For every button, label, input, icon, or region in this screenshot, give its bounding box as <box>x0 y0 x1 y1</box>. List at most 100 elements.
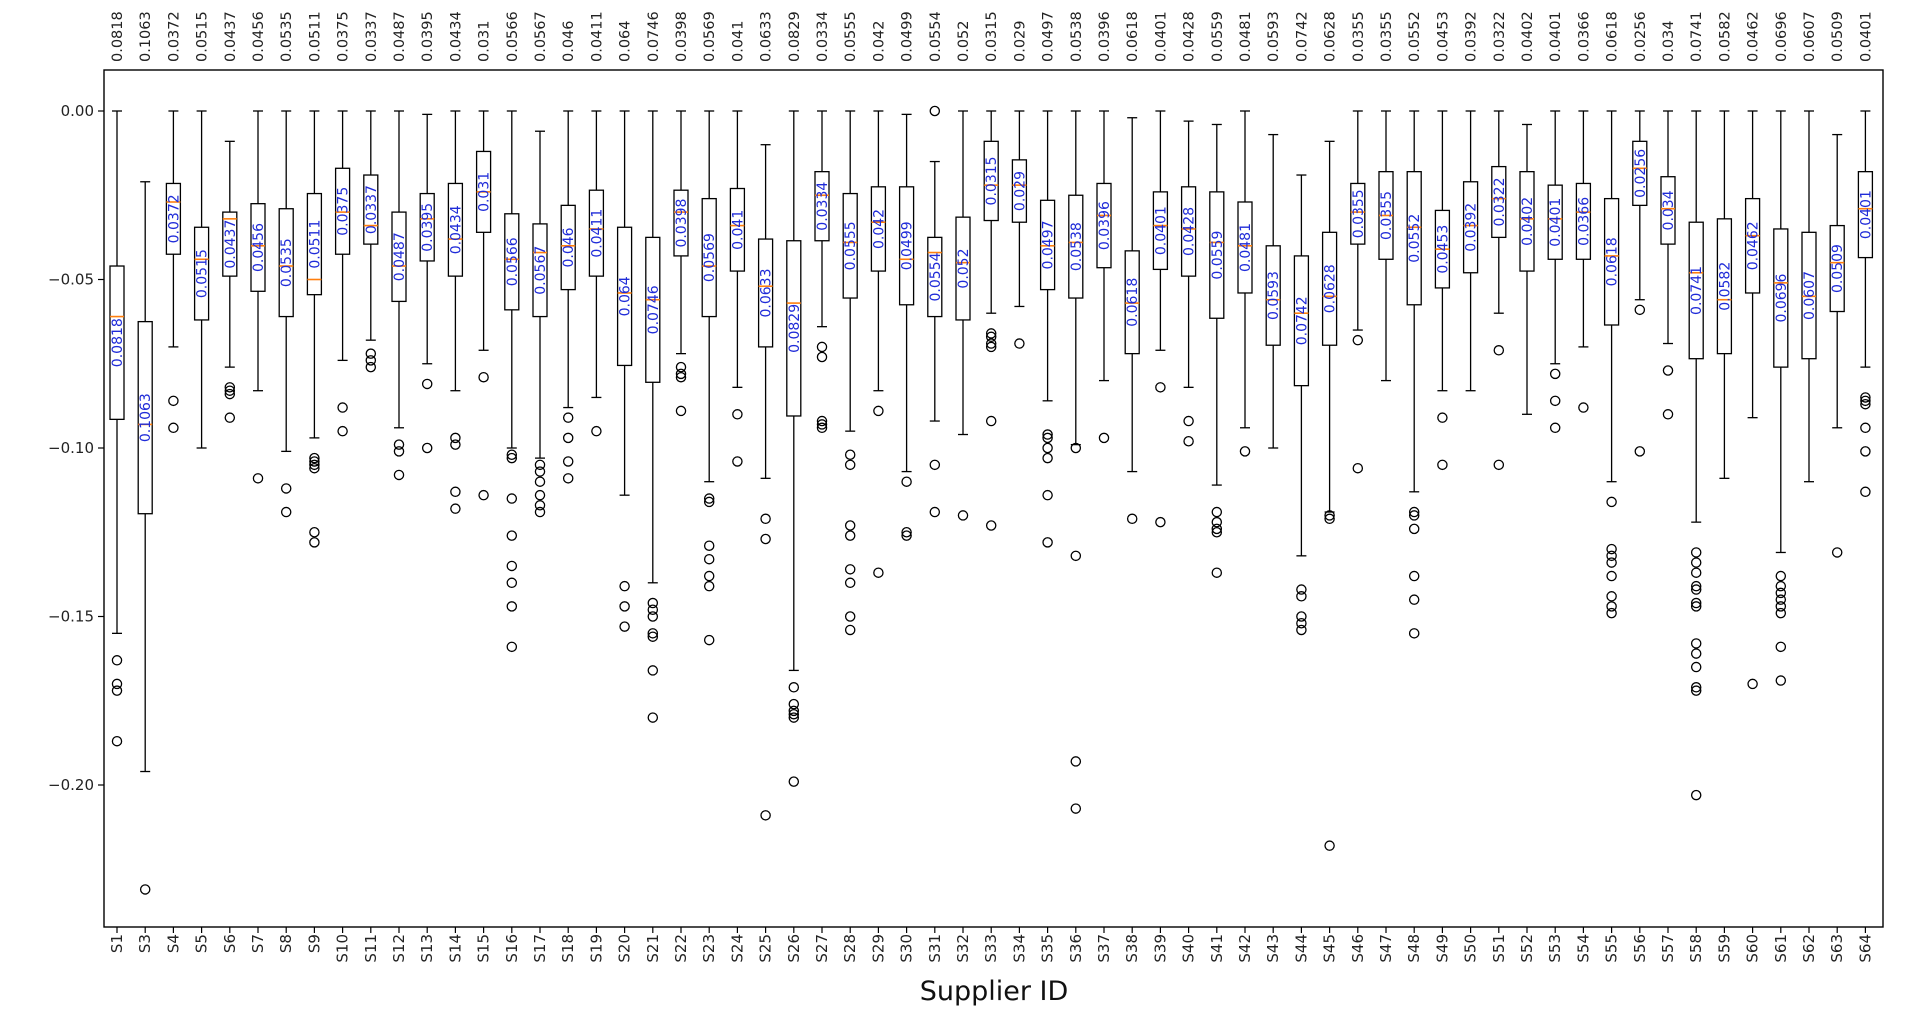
box-s60: 0.0462 <box>1744 110 1762 690</box>
outlier-point <box>534 476 546 487</box>
outlier-point <box>224 385 236 396</box>
outlier-point <box>1042 429 1053 440</box>
top-value-label: 0.0375 <box>336 11 352 62</box>
box-s34: 0.029 <box>1011 110 1028 349</box>
box-s15: 0.031 <box>475 110 493 501</box>
x-tick-label: S44 <box>1292 934 1310 963</box>
outlier-point <box>1211 506 1223 518</box>
outlier-point <box>985 338 997 349</box>
box-s44: 0.0742 <box>1293 174 1310 636</box>
x-tick-label: S55 <box>1603 934 1621 963</box>
box-s51: 0.0322 <box>1491 110 1508 471</box>
box-value-label: 0.0355 <box>1351 189 1367 238</box>
x-tick-label: S50 <box>1462 934 1480 963</box>
top-value-label: 0.046 <box>561 20 577 62</box>
top-value-label: 0.0434 <box>448 11 464 62</box>
box-value-label: 0.0256 <box>1633 149 1649 198</box>
outlier-point <box>506 530 518 541</box>
outlier-point <box>1296 591 1307 602</box>
outlier-point <box>337 402 348 413</box>
outlier-point <box>168 395 179 407</box>
top-value-label: 0.0437 <box>223 11 239 62</box>
top-value-label: 0.0593 <box>1266 11 1282 62</box>
outlier-point <box>816 415 828 427</box>
outlier-point <box>1775 601 1787 612</box>
x-tick-label: S12 <box>390 934 408 963</box>
x-tick-label: S37 <box>1095 934 1113 963</box>
y-tick-label: −0.05 <box>48 271 94 289</box>
box-value-label: 0.042 <box>871 209 887 249</box>
box-value-label: 0.0411 <box>589 209 605 258</box>
box-s27: 0.0334 <box>814 110 831 434</box>
outlier-point <box>365 348 377 359</box>
outlier-point <box>675 371 687 383</box>
iqr-box <box>1124 250 1140 355</box>
iqr-box <box>1660 176 1676 245</box>
outlier-point <box>1634 304 1646 316</box>
outlier-point <box>844 564 856 575</box>
outlier-point <box>1690 601 1702 612</box>
box-s52: 0.0402 <box>1519 123 1536 415</box>
outlier-point <box>111 735 123 747</box>
outlier-point <box>1408 628 1420 639</box>
outlier-point <box>562 456 574 467</box>
outlier-point <box>1549 395 1561 407</box>
outlier-point <box>1042 442 1053 454</box>
top-value-label: 0.042 <box>871 20 887 62</box>
iqr-box <box>165 182 182 255</box>
iqr-box <box>1857 171 1874 259</box>
outlier-point <box>224 388 236 400</box>
outlier-point <box>224 412 236 423</box>
box-s26: 0.0829 <box>786 110 803 787</box>
outlier-point <box>844 520 856 531</box>
outlier-point <box>1775 587 1787 599</box>
iqr-box <box>786 240 802 417</box>
x-tick-label: S57 <box>1659 934 1677 963</box>
box-s63: 0.0509 <box>1829 133 1846 558</box>
x-tick-label: S45 <box>1321 934 1339 963</box>
outlier-point <box>1606 591 1617 602</box>
box-s12: 0.0487 <box>391 110 408 481</box>
iqr-box <box>504 213 520 311</box>
box-value-label: 0.0434 <box>448 205 464 254</box>
iqr-box <box>560 204 576 291</box>
box-s59: 0.0582 <box>1716 110 1733 479</box>
box-value-label: 0.0511 <box>307 220 323 269</box>
outlier-point <box>1126 513 1138 525</box>
box-value-label: 0.0515 <box>195 249 211 298</box>
outlier-point <box>1690 661 1702 673</box>
outlier-point <box>1042 432 1053 444</box>
outlier-point <box>647 665 659 676</box>
x-tick-label: S54 <box>1574 934 1592 963</box>
box-value-label: 0.0401 <box>1153 206 1169 255</box>
box-value-label: 0.0497 <box>1041 220 1057 269</box>
x-tick-label: S53 <box>1546 934 1564 963</box>
top-value-label: 0.0552 <box>1407 11 1423 62</box>
outlier-point <box>788 682 800 693</box>
outlier-point <box>647 604 659 616</box>
box-value-label: 0.031 <box>477 172 493 212</box>
x-tick-label: S25 <box>757 934 775 963</box>
box-value-label: 0.0593 <box>1266 271 1282 320</box>
top-value-label: 0.0355 <box>1351 11 1367 62</box>
outlier-point <box>1690 682 1702 693</box>
outlier-point <box>1662 365 1674 376</box>
outlier-point <box>1860 422 1871 434</box>
top-value-label: 0.0395 <box>420 11 436 62</box>
outlier-point <box>1408 594 1420 605</box>
outlier-point <box>703 540 715 551</box>
iqr-box <box>1406 171 1422 306</box>
top-value-label: 0.029 <box>1012 20 1028 62</box>
x-tick-label: S46 <box>1349 934 1367 963</box>
iqr-box <box>616 226 633 367</box>
iqr-box <box>757 238 774 348</box>
top-value-label: 0.1063 <box>138 11 154 62</box>
x-tick-label: S39 <box>1151 934 1169 963</box>
x-tick-label: S15 <box>475 934 493 963</box>
box-value-label: 0.064 <box>618 276 634 316</box>
x-tick-label: S4 <box>164 934 182 953</box>
box-value-label: 0.0366 <box>1576 197 1592 246</box>
outlier-point <box>1296 617 1307 629</box>
outlier-point <box>647 631 659 642</box>
outlier-point <box>985 331 997 343</box>
